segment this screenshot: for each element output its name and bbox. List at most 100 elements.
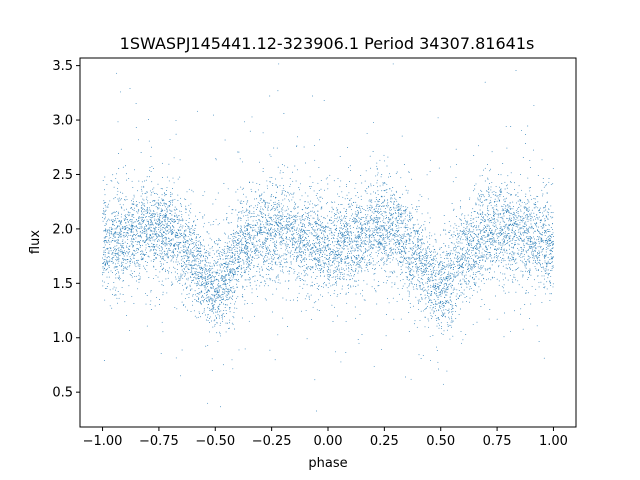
data-point	[214, 287, 216, 289]
data-point	[250, 223, 252, 225]
data-point	[137, 252, 139, 253]
data-point	[271, 266, 272, 268]
data-point	[460, 200, 462, 202]
data-point	[206, 300, 207, 302]
data-point	[177, 222, 179, 224]
data-point	[245, 234, 247, 236]
data-point	[276, 240, 278, 242]
data-point	[405, 223, 406, 225]
data-point	[177, 233, 179, 235]
data-point	[237, 260, 239, 262]
data-point	[213, 300, 215, 302]
data-point	[341, 250, 343, 252]
data-point	[475, 260, 477, 262]
data-point	[145, 254, 147, 255]
data-point	[534, 247, 536, 249]
data-point	[427, 292, 429, 294]
data-point	[277, 207, 278, 209]
data-point	[265, 299, 267, 301]
data-point	[405, 236, 407, 238]
data-point	[496, 200, 498, 202]
data-point	[195, 273, 197, 275]
data-point	[469, 240, 471, 242]
data-point	[434, 251, 436, 253]
data-point	[525, 227, 527, 229]
data-point	[185, 288, 187, 289]
data-point	[185, 271, 187, 272]
data-point	[523, 226, 525, 227]
data-point	[201, 313, 203, 315]
data-point	[139, 236, 141, 238]
data-point	[497, 232, 499, 234]
data-point	[488, 193, 490, 195]
data-point	[388, 221, 390, 223]
data-point	[498, 241, 500, 243]
data-point	[393, 270, 395, 272]
data-point	[447, 288, 449, 290]
data-point	[243, 260, 245, 262]
data-point	[411, 283, 413, 285]
data-point	[548, 240, 550, 242]
data-point	[431, 272, 433, 274]
data-point	[366, 262, 368, 264]
data-point	[137, 228, 139, 230]
data-point	[226, 217, 228, 218]
data-point	[180, 242, 182, 244]
data-point	[158, 205, 160, 207]
data-point	[473, 218, 475, 220]
data-point	[451, 203, 453, 204]
data-point	[529, 246, 531, 248]
data-point	[264, 214, 266, 216]
data-point	[529, 167, 531, 169]
data-point	[367, 207, 369, 209]
data-point	[502, 242, 504, 244]
data-point	[418, 302, 419, 304]
data-point	[401, 234, 403, 236]
data-point	[215, 157, 217, 159]
data-point	[525, 203, 527, 205]
data-point	[426, 174, 428, 176]
data-point	[253, 250, 255, 252]
data-point	[397, 208, 399, 210]
data-point	[502, 265, 504, 267]
data-point	[527, 255, 529, 257]
data-point	[416, 240, 418, 242]
data-point	[275, 222, 277, 224]
data-point	[541, 219, 542, 221]
data-point	[200, 267, 202, 269]
data-point	[306, 213, 308, 214]
data-point	[175, 276, 176, 278]
data-point	[404, 251, 406, 253]
data-point	[366, 224, 368, 226]
data-point	[185, 261, 187, 263]
data-point	[163, 224, 165, 226]
data-point	[361, 206, 363, 207]
data-point	[500, 191, 501, 193]
data-point	[205, 256, 207, 258]
data-point	[462, 264, 464, 266]
data-point	[277, 276, 279, 278]
data-point	[157, 199, 159, 201]
data-point	[441, 310, 443, 312]
data-point	[107, 256, 109, 257]
data-point	[131, 295, 133, 297]
data-point	[342, 268, 344, 270]
data-point	[407, 192, 409, 194]
data-point	[437, 317, 439, 319]
data-point	[462, 230, 464, 232]
data-point	[525, 262, 527, 264]
data-point	[350, 227, 351, 229]
data-point	[453, 263, 455, 265]
data-point	[400, 252, 402, 254]
data-point	[125, 266, 127, 268]
data-point	[243, 225, 245, 227]
data-point	[125, 165, 126, 167]
data-point	[317, 268, 318, 270]
data-point	[367, 223, 368, 225]
data-point	[135, 265, 137, 267]
data-point	[127, 211, 129, 213]
data-point	[123, 258, 125, 260]
data-point	[368, 235, 370, 236]
data-point	[396, 251, 398, 253]
data-point	[537, 175, 539, 176]
